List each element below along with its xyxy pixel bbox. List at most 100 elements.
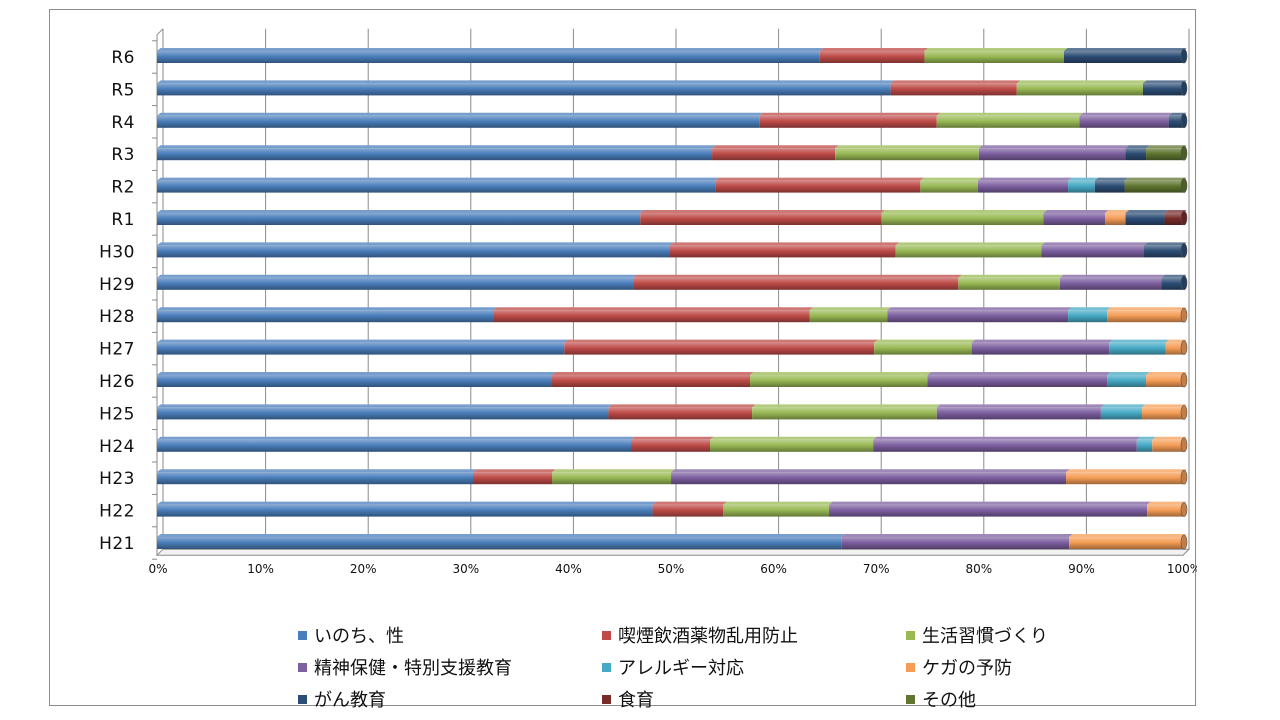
bar-top-H28-4: [1068, 307, 1111, 311]
bar-segment-R6-1: [819, 51, 925, 63]
bar-end-cap-H26: [1180, 372, 1188, 388]
legend-item: その他: [906, 686, 976, 712]
bar-top-H23-3: [671, 469, 1070, 473]
bar-segment-R4-1: [759, 115, 937, 128]
bar-segment-H24-2: [710, 439, 874, 452]
bar-top-R5-0: [157, 80, 895, 84]
bar-top-H26-2: [750, 372, 932, 375]
bar-end-cap-H27: [1180, 340, 1188, 355]
legend-item: 生活習慣づくり: [906, 622, 1048, 648]
bar-top-R2-3: [977, 177, 1072, 181]
bar-end-cap-H24: [1180, 437, 1188, 453]
bar-top-H24-1: [631, 436, 714, 440]
bar-segment-R2-8: [1124, 180, 1183, 193]
bar-top-R6-6: [1063, 48, 1187, 51]
bar-top-H28-2: [809, 307, 892, 311]
bar-top-H25-5: [1141, 404, 1187, 408]
bar-top-R2-0: [157, 177, 719, 181]
bar-top-H23-2: [552, 469, 675, 473]
legend-item: ケガの予防: [906, 654, 1012, 680]
bar-segment-H25-1: [608, 407, 753, 420]
bar-end-cap-H29: [1180, 275, 1188, 291]
bar-segment-H25-0: [157, 407, 609, 420]
bar-segment-R1-7: [1164, 213, 1183, 225]
y-tick-label: R3: [111, 145, 135, 165]
bar-segment-H29-6: [1161, 277, 1183, 290]
bar-top-R6-1: [819, 48, 929, 51]
bar-segment-H27-5: [1165, 342, 1183, 355]
bar-segment-R3-2: [835, 148, 979, 161]
bar-segment-H23-0: [157, 472, 474, 485]
legend-label: その他: [922, 690, 976, 711]
bar-segment-H28-1: [493, 310, 810, 323]
bar-end-cap-H21: [1180, 534, 1188, 550]
bar-top-H24-3: [873, 436, 1141, 440]
bar-segment-H26-2: [750, 375, 928, 387]
bar-top-H23-1: [473, 469, 556, 473]
bar-segment-R3-6: [1125, 148, 1147, 161]
legend-label: ケガの予防: [922, 658, 1012, 679]
x-tick-label: 20%: [350, 562, 377, 576]
bar-top-H26-4: [1107, 372, 1150, 375]
bar-top-H29-1: [633, 274, 962, 278]
bar-end-cap-H22: [1180, 502, 1188, 517]
bar-segment-R4-3: [1079, 115, 1169, 128]
y-tick-label: H28: [99, 307, 135, 327]
bar-top-H27-3: [971, 339, 1113, 343]
bar-segment-H30-0: [157, 245, 670, 258]
bar-top-H25-2: [752, 404, 941, 408]
y-tick-label: H25: [99, 404, 135, 424]
bar-segment-H26-3: [927, 375, 1108, 387]
y-tick-label: R6: [111, 48, 135, 68]
bar-segment-R1-5: [1105, 213, 1126, 225]
bar-segment-H27-3: [971, 342, 1110, 355]
y-tick-label: R4: [111, 113, 135, 133]
bar-segment-H26-5: [1146, 375, 1183, 387]
bar-segment-H28-0: [157, 310, 494, 323]
bar-top-R2-6: [1094, 177, 1129, 181]
y-tick-label: H22: [99, 502, 135, 522]
bar-segment-H28-2: [809, 310, 888, 323]
bar-top-H29-2: [958, 274, 1064, 278]
x-tick-label: 90%: [1068, 562, 1095, 576]
bar-top-H25-3: [936, 404, 1105, 408]
bar-segment-H26-4: [1107, 375, 1147, 387]
bar-segment-H24-4: [1136, 439, 1153, 452]
bar-top-R4-1: [759, 112, 941, 116]
y-tick-label: H21: [99, 534, 135, 554]
legend-swatch: [298, 662, 307, 672]
bar-segment-R2-4: [1068, 180, 1095, 193]
bar-end-cap-R4: [1180, 113, 1188, 129]
bar-segment-R3-1: [712, 148, 836, 161]
y-tick-label: H27: [99, 340, 135, 360]
bar-segment-H26-1: [552, 375, 751, 387]
bar-top-H24-0: [157, 436, 635, 440]
bar-top-R5-6: [1142, 80, 1187, 84]
bar-top-H30-2: [895, 242, 1046, 246]
bar-segment-H25-5: [1141, 407, 1183, 420]
bar-top-H22-3: [829, 501, 1151, 505]
bar-segment-H25-2: [752, 407, 937, 420]
bar-segment-R4-2: [936, 115, 1080, 128]
bar-segment-H21-3: [841, 537, 1070, 549]
bar-top-R1-0: [157, 210, 644, 213]
bar-end-cap-H23: [1180, 469, 1188, 485]
bar-segment-H23-5: [1066, 472, 1183, 485]
bar-segment-H29-0: [157, 277, 634, 290]
bar-top-H28-3: [887, 307, 1072, 311]
bar-segment-H28-5: [1107, 310, 1183, 323]
bar-segment-R5-2: [1016, 83, 1143, 96]
bar-top-H22-0: [157, 501, 657, 505]
bar-segment-H26-0: [157, 375, 553, 387]
y-tick-label: H29: [99, 275, 135, 295]
bar-segment-R2-0: [157, 180, 716, 193]
bar-top-H27-1: [564, 339, 878, 343]
bar-segment-H21-0: [157, 537, 842, 549]
bar-segment-H30-2: [895, 245, 1042, 258]
bar-segment-R5-1: [890, 83, 1017, 96]
bar-top-H21-5: [1069, 534, 1187, 537]
bar-segment-R6-6: [1063, 51, 1183, 63]
bar-segment-H23-3: [671, 472, 1067, 485]
bar-top-H23-5: [1066, 469, 1187, 473]
legend-swatch: [602, 694, 611, 704]
